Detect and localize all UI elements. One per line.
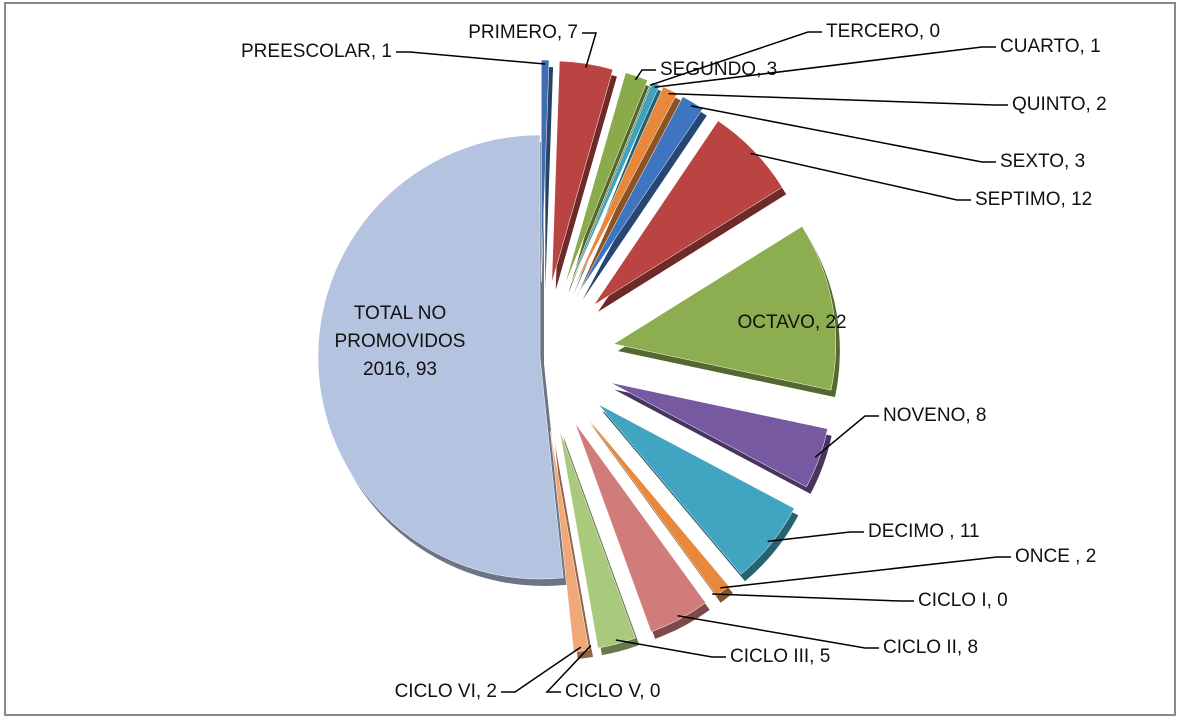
slice-depth (588, 424, 719, 605)
leader-line (712, 593, 914, 602)
data-label: CUARTO, 1 (1000, 36, 1101, 57)
leader-line (750, 152, 971, 201)
slice (574, 423, 707, 633)
leader-line (814, 415, 879, 458)
slice-depth (582, 103, 707, 300)
data-label: CICLO V, 0 (565, 681, 660, 702)
data-label: NOVENO, 8 (883, 405, 986, 426)
slice (598, 403, 795, 575)
slice (613, 225, 837, 391)
data-label: DECIMO , 11 (868, 521, 980, 542)
data-label: TOTAL NO PROMOVIDOS 2016, 93 (334, 303, 466, 380)
leader-line (649, 31, 822, 87)
data-label: CICLO I, 0 (918, 590, 1008, 611)
data-label: CICLO II, 8 (883, 637, 978, 658)
slices (317, 59, 837, 653)
slice-depth (576, 93, 682, 297)
slice (593, 120, 783, 306)
slice (541, 59, 550, 283)
data-label: SEXTO, 3 (1000, 151, 1085, 172)
data-label: ONCE , 2 (1015, 546, 1096, 567)
data-label: PRIMERO, 7 (468, 22, 578, 43)
data-label: SEPTIMO, 12 (975, 189, 1092, 210)
slice (585, 415, 730, 597)
slice (317, 134, 564, 580)
data-label: SEGUNDO, 3 (660, 59, 777, 80)
leader-line (582, 32, 598, 68)
leader-line (767, 531, 864, 543)
slice (610, 382, 828, 488)
slice (564, 72, 648, 287)
slice (552, 430, 592, 650)
slice (567, 81, 652, 288)
leader-line (690, 105, 996, 163)
leader-line (720, 556, 1011, 589)
leader-line (396, 51, 546, 65)
leader-line (677, 614, 879, 649)
data-label: TERCERO, 0 (826, 21, 940, 42)
slice (559, 429, 636, 649)
data-label: PREESCOLAR, 1 (241, 41, 392, 62)
data-label: CICLO VI, 2 (395, 681, 497, 702)
slice (583, 417, 715, 598)
leader-line (615, 639, 726, 658)
data-label: OCTAVO, 22 (737, 312, 846, 333)
leader-line (654, 46, 996, 89)
labels: PREESCOLAR, 1 PRIMERO, 7 SEGUNDO, 3 TERCERO… (241, 21, 1107, 702)
leader-line (501, 646, 582, 693)
slice-depth (545, 67, 554, 290)
leader-line (668, 92, 1008, 106)
data-label: CICLO III, 5 (730, 646, 830, 667)
leader-line (634, 69, 656, 81)
data-label: QUINTO, 2 (1012, 94, 1107, 115)
leader-line (545, 645, 592, 693)
